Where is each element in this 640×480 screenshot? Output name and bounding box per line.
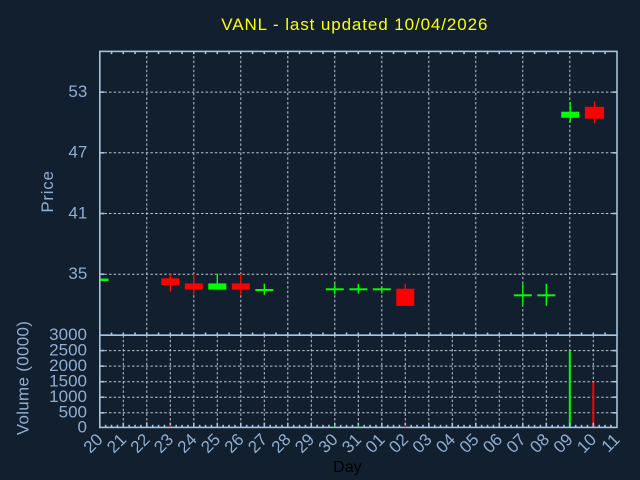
svg-text:2000: 2000: [49, 356, 87, 375]
svg-text:0: 0: [78, 417, 87, 436]
svg-text:41: 41: [68, 203, 87, 222]
svg-text:53: 53: [68, 82, 87, 101]
svg-text:Volume (0000): Volume (0000): [14, 321, 33, 435]
svg-text:500: 500: [59, 403, 87, 422]
svg-text:Day: Day: [333, 459, 361, 476]
svg-text:2500: 2500: [49, 341, 87, 360]
svg-text:1500: 1500: [49, 372, 87, 391]
svg-text:35: 35: [68, 264, 87, 283]
svg-text:Price: Price: [38, 170, 57, 212]
svg-text:1000: 1000: [49, 387, 87, 406]
svg-text:3000: 3000: [49, 325, 87, 344]
svg-text:47: 47: [68, 143, 87, 162]
svg-text:VANL - last updated 10/04/2026: VANL - last updated 10/04/2026: [221, 15, 488, 34]
